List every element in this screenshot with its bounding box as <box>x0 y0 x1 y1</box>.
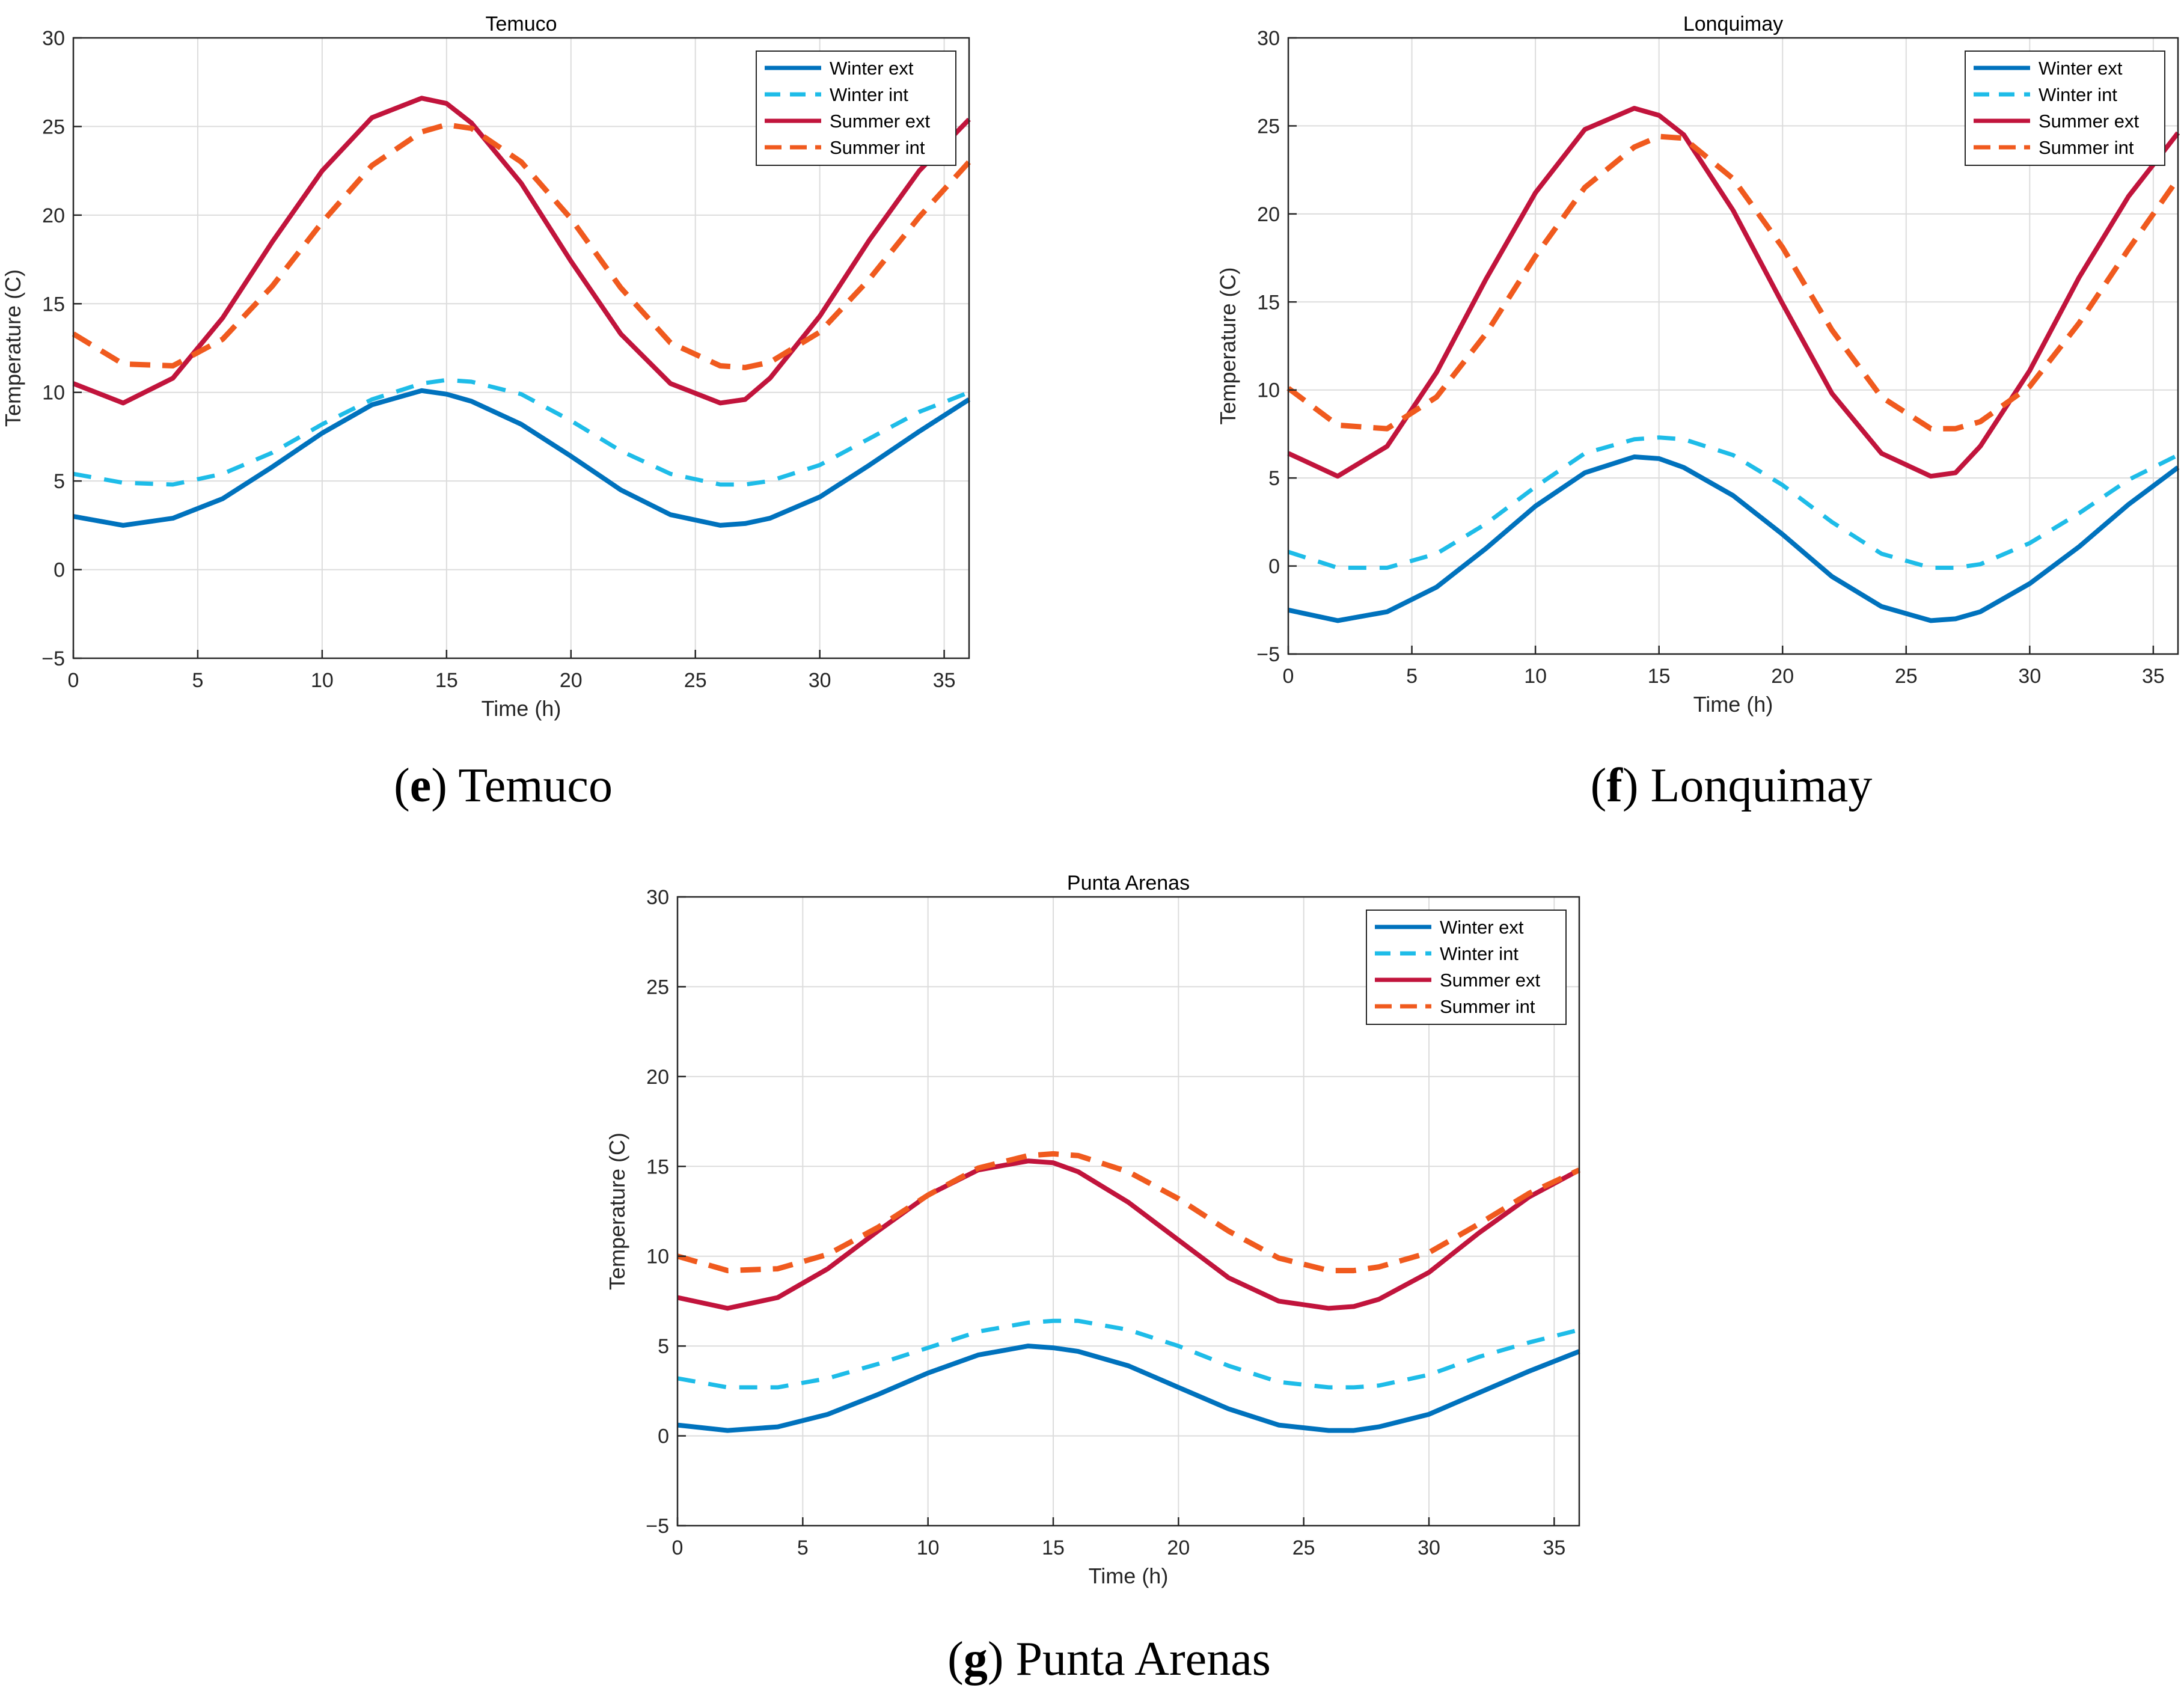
x-tick-label: 30 <box>1418 1537 1440 1559</box>
y-axis-label: Temperature (C) <box>1 269 25 427</box>
series-line-winter-ext <box>73 388 971 528</box>
x-tick-label: 35 <box>933 669 956 692</box>
y-tick-label: 10 <box>42 382 65 405</box>
legend-label-winter-ext: Winter ext <box>1440 917 1524 938</box>
legend-label-summer-ext: Summer ext <box>830 111 930 132</box>
legend-label-summer-ext: Summer ext <box>1440 970 1540 991</box>
y-tick-label: 25 <box>646 976 669 998</box>
y-tick-label: 15 <box>42 293 65 316</box>
y-tick-label: 10 <box>1257 379 1280 402</box>
y-tick-label: 0 <box>54 559 65 582</box>
legend-label-winter-int: Winter int <box>1440 943 1519 964</box>
y-axis-label: Temperature (C) <box>1216 267 1240 424</box>
legend: Winter ext Winter int Summer ext Summer int <box>1965 50 2165 166</box>
y-tick-label: 15 <box>646 1155 669 1178</box>
series-line-winter-int <box>73 378 970 487</box>
x-tick-label: 10 <box>1524 665 1547 688</box>
y-tick-label: 0 <box>658 1425 669 1448</box>
chart-lonquimay: 0 5 10 15 20 25 30 35−5051015202530LonquimayTim… <box>1216 13 2180 717</box>
caption-punta-arenas: (g) Punta Arenas <box>947 1633 1271 1686</box>
series-line-summer-int <box>72 122 971 370</box>
x-tick-label: 5 <box>797 1537 809 1559</box>
legend-box <box>1965 50 2165 166</box>
y-tick-label: −5 <box>646 1515 669 1538</box>
y-tick-label: 25 <box>1257 115 1280 138</box>
axes-box <box>1287 37 2179 655</box>
y-tick-label: 10 <box>646 1246 669 1268</box>
series-line-summer-int <box>1286 133 2180 432</box>
x-tick-label: 15 <box>435 669 458 692</box>
legend: Winter ext Winter int Summer ext Summer int <box>1366 910 1567 1025</box>
axes-box <box>72 37 970 659</box>
x-tick-label: 5 <box>192 669 203 692</box>
x-tick-label: 15 <box>1648 665 1671 688</box>
y-tick-label: 30 <box>646 886 669 909</box>
y-tick-label: 20 <box>646 1066 669 1089</box>
y-tick-label: 5 <box>54 470 65 493</box>
x-tick-label: 25 <box>684 669 707 692</box>
series-line-summer-int <box>676 1151 1580 1274</box>
y-tick-label: 15 <box>1257 291 1280 314</box>
legend-label-summer-int: Summer int <box>1440 996 1535 1017</box>
x-tick-label: 15 <box>1042 1537 1065 1559</box>
x-tick-label: 5 <box>1406 665 1418 688</box>
legend-box <box>1366 910 1567 1025</box>
caption-lonquimay: (f) Lonquimay <box>1590 759 1873 812</box>
x-axis-label: Time (h) <box>482 696 561 721</box>
legend-label-summer-ext: Summer ext <box>2039 111 2139 132</box>
legend-label-winter-int: Winter int <box>830 84 908 105</box>
x-tick-label: 20 <box>560 669 583 692</box>
x-tick-label: 25 <box>1895 665 1918 688</box>
y-tick-label: 20 <box>1257 203 1280 226</box>
y-tick-label: 30 <box>1257 27 1280 50</box>
y-tick-label: 20 <box>42 204 65 227</box>
chart-title: Temuco <box>485 13 557 35</box>
y-axis-label: Temperature (C) <box>605 1133 629 1290</box>
series-line-summer-ext <box>72 96 971 406</box>
x-tick-label: 0 <box>1283 665 1294 688</box>
x-tick-label: 10 <box>311 669 334 692</box>
x-tick-label: 0 <box>672 1537 684 1559</box>
x-tick-label: 35 <box>1543 1537 1565 1559</box>
y-tick-label: 30 <box>42 27 65 50</box>
axes-box <box>676 896 1580 1527</box>
series-line-winter-int <box>1287 435 2179 570</box>
series-line-winter-ext <box>1288 454 2180 623</box>
y-tick-label: −5 <box>41 647 65 670</box>
legend-label-winter-int: Winter int <box>2039 84 2117 105</box>
legend-box <box>756 50 956 166</box>
legend: Winter ext Winter int Summer ext Summer int <box>756 50 956 166</box>
legend-label-summer-int: Summer int <box>2039 137 2134 158</box>
x-tick-label: 30 <box>2018 665 2041 688</box>
x-tick-label: 20 <box>1771 665 1794 688</box>
series-line-winter-int <box>677 1318 1580 1390</box>
y-tick-label: 0 <box>1268 555 1280 578</box>
legend-label-summer-int: Summer int <box>830 137 925 158</box>
x-axis-label: Time (h) <box>1089 1564 1169 1588</box>
series-line-summer-ext <box>677 1158 1580 1311</box>
x-tick-label: 30 <box>809 669 831 692</box>
caption-temuco: (e) Temuco <box>394 759 613 812</box>
y-tick-label: 5 <box>658 1335 669 1358</box>
legend-label-winter-ext: Winter ext <box>2039 58 2123 79</box>
legend-label-winter-ext: Winter ext <box>830 58 914 79</box>
x-tick-label: 25 <box>1292 1537 1315 1559</box>
chart-title: Punta Arenas <box>1067 872 1190 894</box>
y-tick-label: 5 <box>1268 467 1280 490</box>
x-tick-label: 20 <box>1167 1537 1190 1559</box>
y-tick-label: −5 <box>1256 643 1280 666</box>
chart-title: Lonquimay <box>1683 13 1783 35</box>
x-tick-label: 35 <box>2142 665 2165 688</box>
x-tick-label: 10 <box>917 1537 940 1559</box>
y-tick-label: 25 <box>42 115 65 138</box>
series-line-winter-ext <box>677 1344 1580 1433</box>
x-tick-label: 0 <box>68 669 79 692</box>
x-axis-label: Time (h) <box>1693 692 1773 717</box>
